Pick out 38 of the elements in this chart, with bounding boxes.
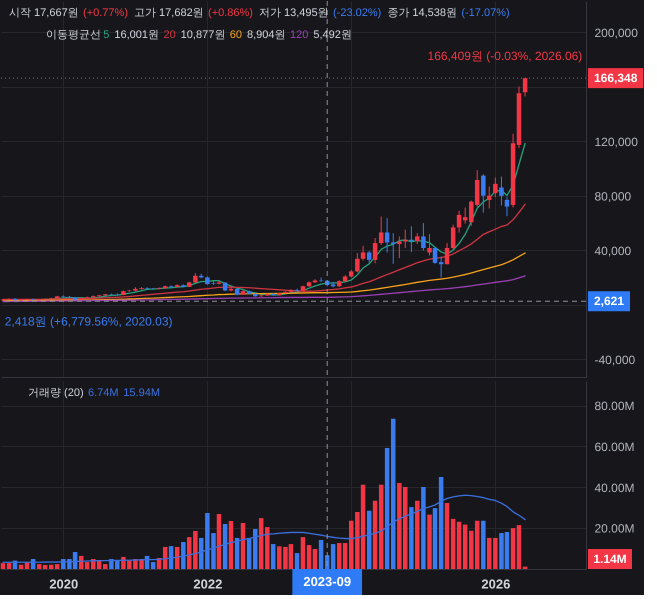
annotation: (+0.77%) bbox=[83, 7, 128, 19]
ref-line-label: 2,621 bbox=[594, 294, 624, 308]
annotation: 10,877원 bbox=[180, 29, 226, 41]
annotation: (+0.86%) bbox=[208, 7, 253, 19]
annotation: 시작 17,667원 bbox=[9, 7, 79, 19]
annotation: 16,001원 bbox=[114, 29, 160, 41]
annotation: 6.74M bbox=[88, 387, 119, 399]
x-tick-label: 2020 bbox=[49, 576, 78, 592]
text: 60 bbox=[230, 29, 242, 41]
y-tick-label: -40,000 bbox=[594, 352, 636, 367]
annotation: 종가 14,538원 bbox=[387, 7, 457, 19]
annotation: 2,418원 (+6,779.56%, 2020.03) bbox=[4, 314, 172, 329]
text: 1.14M bbox=[593, 552, 627, 566]
x-tick-label: 2026 bbox=[481, 576, 510, 592]
legend-title: 이동평균선 bbox=[46, 29, 101, 41]
y-tick-label: 60.00M bbox=[594, 440, 635, 454]
text: 5 bbox=[103, 29, 110, 41]
text: 20 bbox=[163, 29, 176, 41]
y-tick-label: 40,000 bbox=[594, 244, 632, 258]
annotation: 저가 13,495원 bbox=[258, 7, 329, 19]
annotation: 8,904원 bbox=[247, 29, 286, 41]
annotation: 5,492원 bbox=[313, 29, 352, 41]
y-tick-label: 80.00M bbox=[594, 399, 635, 414]
y-tick-label: 120,000 bbox=[594, 134, 638, 149]
annotation: (-23.02%) bbox=[333, 7, 382, 19]
y-tick-label: 80,000 bbox=[594, 189, 632, 204]
annotation: (-17.07%) bbox=[461, 7, 510, 19]
ref-line-label: 166,348 bbox=[594, 71, 638, 86]
text: 120 bbox=[290, 29, 308, 41]
x-tick-label: 2022 bbox=[193, 576, 222, 592]
y-tick-label: 40.00M bbox=[594, 480, 635, 495]
annotation: 고가 17,682원 bbox=[134, 7, 204, 19]
y-tick-label: 20.00M bbox=[594, 522, 635, 536]
annotation: 15.94M bbox=[123, 387, 160, 399]
y-tick-label: 200,000 bbox=[594, 26, 638, 40]
annotation: 166,409원 (-0.03%, 2026.06) bbox=[428, 49, 582, 64]
text: 거래량 (20) bbox=[28, 387, 84, 399]
ref-line-label: 2023-09 bbox=[303, 574, 352, 589]
